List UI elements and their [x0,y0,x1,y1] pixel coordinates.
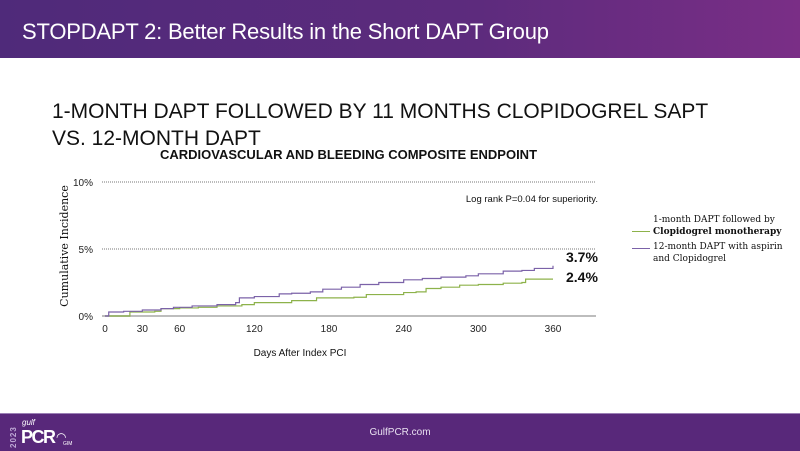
x-tick-label: 240 [395,324,412,335]
x-tick-label: 30 [137,324,149,335]
gulfpcr-logo: PCR [21,427,56,447]
logo-sub-text: GIM [63,441,73,447]
x-tick-label: 300 [470,324,487,335]
end-label-1-month: 2.4% [566,269,598,285]
x-tick-label: 120 [246,324,263,335]
footer-url[interactable]: GulfPCR.com [369,427,431,438]
x-tick-label: 0 [102,324,108,335]
x-tick-label: 180 [321,324,338,335]
legend-item-1-month: 1-month DAPT followed by Clopidogrel mon… [628,214,798,238]
legend-swatch-purple [632,248,650,249]
series-line-12-month-dapt [105,265,554,317]
y-tick-label: 5% [79,245,94,256]
logo-gulf-text: gulf [22,418,35,427]
chart-legend: 1-month DAPT followed by Clopidogrel mon… [628,214,798,268]
chart-title: CARDIOVASCULAR AND BLEEDING COMPOSITE EN… [160,147,538,162]
y-tick-labels: 0% 5% 10% [73,178,93,323]
end-label-12-month: 3.7% [566,249,598,265]
gim-logo-icon: ◠ [56,430,67,444]
y-tick-label: 0% [79,312,94,323]
slide-title: STOPDAPT 2: Better Results in the Short … [22,19,549,44]
x-tick-label: 360 [545,324,562,335]
log-rank-annotation: Log rank P=0.04 for superiority. [466,194,598,205]
legend-swatch-green [632,231,650,232]
series-lines [105,265,554,317]
y-axis-label: Cumulative Incidence [58,185,71,307]
legend-label: 12-month DAPT with aspirin and Clopidogr… [653,242,783,264]
y-tick-label: 10% [73,178,93,189]
legend-label-plain: 1-month DAPT followed by [653,215,775,225]
x-axis-label: Days After Index PCI [254,348,347,359]
grid-lines [102,181,596,317]
slide-footer: 2023 gulf PCR ◠ GIM GulfPCR.com [0,413,800,451]
x-tick-labels: 0 30 60 120 180 240 300 360 [102,324,562,335]
series-line-1-month-dapt [105,278,553,317]
slide-header: STOPDAPT 2: Better Results in the Short … [0,0,800,58]
slide-subtitle: 1-MONTH DAPT FOLLOWED BY 11 MONTHS CLOPI… [52,100,708,150]
x-tick-label: 60 [174,324,186,335]
legend-label-bold: Clopidogrel monotherapy [653,227,782,237]
legend-item-12-month: 12-month DAPT with aspirin and Clopidogr… [628,241,798,265]
